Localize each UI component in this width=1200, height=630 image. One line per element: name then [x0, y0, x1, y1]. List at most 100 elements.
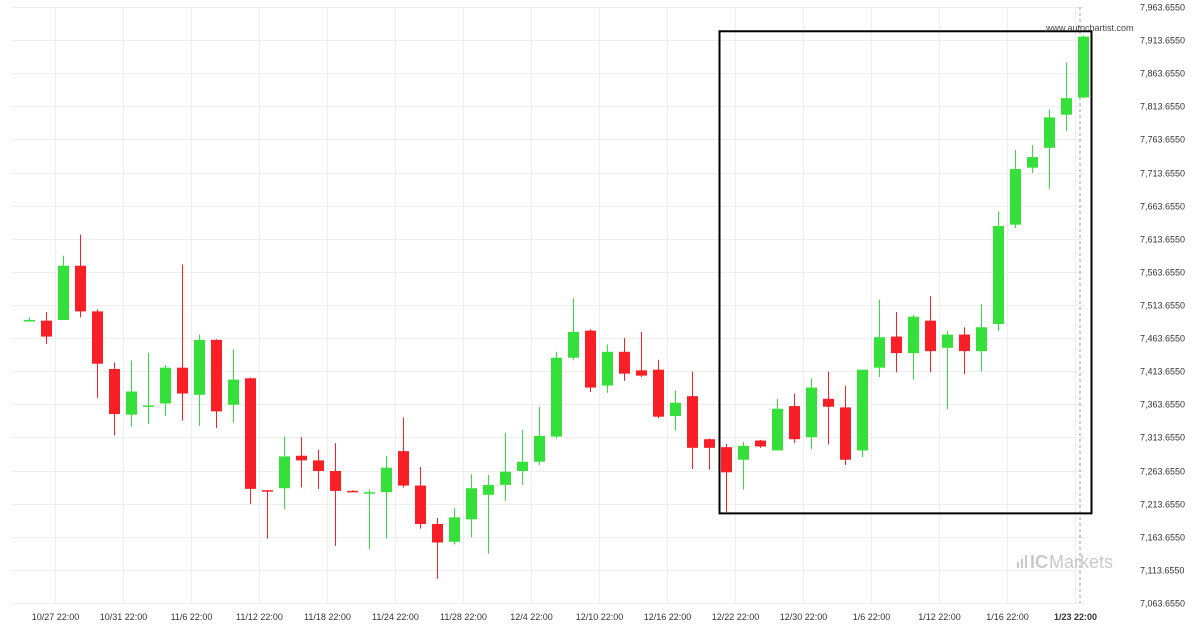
candle-body-bullish: [1027, 157, 1038, 168]
y-tick-label: 7,913.6550: [1140, 36, 1185, 46]
candle-body-bullish: [772, 408, 783, 451]
candles: [24, 35, 1089, 579]
grid-lines: [12, 7, 1084, 604]
candle-body-bearish: [840, 407, 851, 460]
x-tick-label: 12/16 22:00: [644, 612, 692, 622]
x-tick-label: 11/24 22:00: [372, 612, 419, 622]
x-tick-label: 10/31 22:00: [100, 612, 148, 622]
y-tick-label: 7,863.6550: [1140, 69, 1185, 79]
x-tick-label: 12/22 22:00: [712, 612, 760, 622]
candle-body-bearish: [704, 439, 715, 448]
candle-body-bearish: [653, 369, 664, 417]
y-tick-label: 7,263.6550: [1140, 467, 1185, 477]
x-tick-label: 12/4 22:00: [510, 612, 553, 622]
candle-body-bearish: [398, 451, 409, 486]
y-tick-label: 7,813.6550: [1140, 102, 1185, 112]
candle-body-bearish: [959, 334, 970, 352]
candle-body-bearish: [75, 265, 86, 312]
candle-body-bearish: [755, 440, 766, 447]
candle-body-bearish: [330, 470, 341, 491]
brand-logo-suffix: Markets: [1049, 552, 1113, 572]
y-tick-label: 7,113.6550: [1140, 566, 1184, 576]
pattern-box-layer: [718, 30, 1093, 515]
candle-body-bullish: [1044, 117, 1055, 148]
candle-body-bullish: [908, 316, 919, 354]
candle-body-bearish: [891, 336, 902, 354]
y-tick-label: 7,163.6550: [1140, 533, 1185, 543]
candle-body-bearish: [296, 455, 307, 461]
x-tick-label: 10/27 22:00: [32, 612, 80, 622]
candle-body-bullish: [126, 391, 137, 415]
candle-body-bullish: [143, 405, 154, 407]
candle-body-bullish: [602, 351, 613, 386]
candle-body-bullish: [568, 331, 579, 358]
candle-body-bullish: [806, 387, 817, 438]
y-tick-label: 7,413.6550: [1140, 367, 1185, 377]
candle-body-bullish: [551, 357, 562, 437]
candle-body-bullish: [160, 367, 171, 404]
y-tick-label: 7,313.6550: [1140, 433, 1185, 443]
candle-body-bullish: [228, 379, 239, 405]
candle-body-bullish: [517, 461, 528, 471]
candle-body-bearish: [636, 370, 647, 376]
candle-body-bullish: [1010, 169, 1021, 225]
candle-body-bullish: [874, 337, 885, 368]
y-tick-label: 7,713.6550: [1140, 169, 1185, 179]
candle-body-bearish: [109, 369, 120, 415]
candle-body-bullish: [942, 334, 953, 348]
candle-body-bullish: [483, 484, 494, 495]
brand-bars-icon: [1017, 555, 1027, 568]
candle-body-bullish: [534, 435, 545, 462]
x-tick-label: 1/23 22:00: [1054, 612, 1097, 622]
candle-body-bearish: [925, 320, 936, 352]
y-tick-label: 7,963.6550: [1140, 3, 1185, 13]
brand-logo-prefix: IC: [1030, 552, 1048, 572]
y-tick-label: 7,613.6550: [1140, 235, 1185, 245]
candle-body-bullish: [449, 517, 460, 542]
candle-body-bullish: [381, 467, 392, 493]
candle-body-bearish: [721, 447, 732, 473]
candle-body-bullish: [1061, 98, 1072, 115]
candle-body-bullish: [194, 339, 205, 395]
y-axis-labels: 7,963.6550 7,913.6550 7,863.6550 7,813.6550…: [1140, 3, 1185, 609]
y-tick-label: 7,063.6550: [1140, 599, 1185, 609]
candle-body-bullish: [976, 327, 987, 352]
candle-body-bearish: [92, 311, 103, 364]
candle-body-bearish: [262, 490, 273, 492]
y-tick-label: 7,663.6550: [1140, 202, 1185, 212]
candle-body-bearish: [347, 490, 358, 493]
candle-body-bullish: [1078, 36, 1089, 98]
watermark-text: www.autochartist.com: [1045, 23, 1134, 33]
x-tick-label: 12/10 22:00: [576, 612, 624, 622]
candle-body-bearish: [415, 485, 426, 524]
candle-body-bearish: [687, 396, 698, 448]
candle-body-bearish: [177, 367, 188, 394]
candle-body-bullish: [279, 456, 290, 489]
x-tick-label: 1/12 22:00: [918, 612, 961, 622]
x-tick-label: 11/12 22:00: [236, 612, 283, 622]
x-tick-label: 1/6 22:00: [853, 612, 891, 622]
candle-body-bullish: [670, 402, 681, 417]
x-tick-label: 11/28 22:00: [440, 612, 487, 622]
candle-body-bearish: [789, 406, 800, 440]
x-tick-label: 1/16 22:00: [986, 612, 1029, 622]
x-tick-label: 12/30 22:00: [780, 612, 828, 622]
candle-body-bearish: [245, 378, 256, 489]
candle-body-bearish: [432, 523, 443, 543]
candle-body-bearish: [619, 351, 630, 374]
y-tick-label: 7,463.6550: [1140, 334, 1185, 344]
x-tick-label: 11/18 22:00: [304, 612, 351, 622]
y-tick-label: 7,513.6550: [1140, 301, 1185, 311]
candle-body-bullish: [466, 488, 477, 520]
x-tick-label: 11/6 22:00: [171, 612, 213, 622]
candle-body-bullish: [857, 369, 868, 451]
y-tick-label: 7,563.6550: [1140, 268, 1185, 278]
candle-body-bearish: [211, 339, 222, 412]
candle-body-bearish: [823, 398, 834, 407]
x-axis-labels: 10/27 22:00 10/31 22:00 11/6 22:00 11/12 22…: [32, 612, 1097, 622]
y-tick-label: 7,363.6550: [1140, 400, 1185, 410]
y-tick-label: 7,763.6550: [1140, 135, 1185, 145]
pattern-box: [718, 30, 1093, 515]
candle-body-bullish: [738, 445, 749, 460]
